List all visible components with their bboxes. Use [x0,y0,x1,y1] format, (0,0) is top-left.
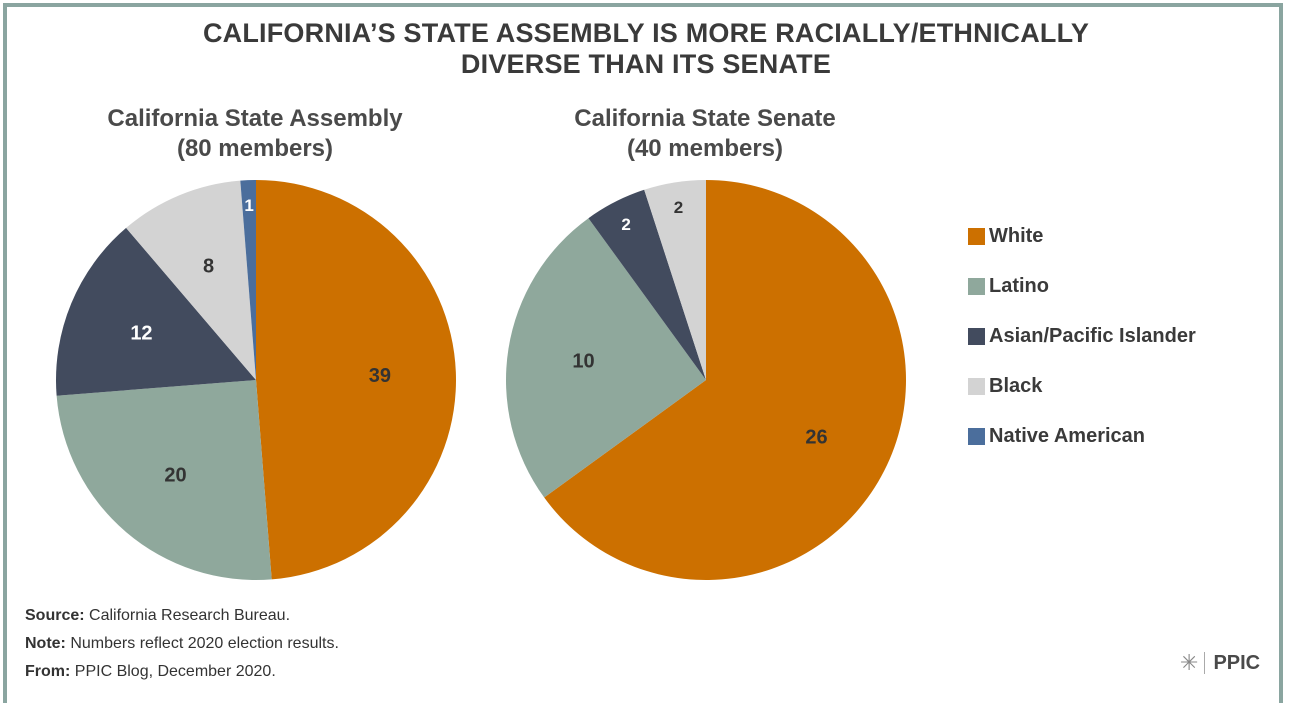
logo-divider [1204,652,1206,674]
senate-chart-title: California State Senate [574,105,836,132]
legend-label-native-american: Native American [989,424,1145,447]
title-line-2: DIVERSE THAN ITS SENATE [460,49,832,79]
legend-item-native-american: Native American [968,421,1196,451]
senate-slice-white [544,179,907,580]
legend-item-latino: Latino [968,271,1196,301]
legend-item-black: Black [968,371,1196,401]
assembly-slice-latino [56,380,272,581]
assembly-slice-black [126,180,257,380]
legend-label-black: Black [989,374,1043,397]
from-line: From: PPIC Blog, December 2020. [25,663,276,680]
assembly-label-asian-pacific-islander: 12 [130,323,152,345]
senate-slice-latino [505,218,706,498]
senate-label-white: 26 [805,426,827,448]
legend-item-white: White [968,221,1196,251]
senate-label-latino: 10 [572,351,594,373]
legend-label-asian-pacific-islander: Asian/Pacific Islander [989,324,1196,347]
chart-title: CALIFORNIA’S STATE ASSEMBLY IS MORE RACI… [0,18,1292,80]
senate-pie: 26 10 2 2 [505,179,907,580]
legend-label-white: White [989,224,1044,247]
legend-label-latino: Latino [989,274,1049,297]
legend-item-asian-pacific-islander: Asian/Pacific Islander [968,321,1196,351]
ppic-logo: ✳ PPIC [1180,650,1260,676]
assembly-chart-heading: California State Assembly (80 members) [55,104,455,164]
senate-chart-subtitle: (40 members) [626,135,784,162]
senate-label-black: 2 [674,198,683,217]
senate-slice-black [644,180,706,380]
legend-swatch-black [968,377,985,395]
assembly-label-latino: 20 [164,464,186,486]
logo-text: PPIC [1213,651,1261,674]
senate-chart-heading: California State Senate (40 members) [505,104,905,164]
chart-notes: Source: California Research Bureau. Note… [25,602,339,686]
assembly-label-white: 39 [369,365,391,387]
senate-slice-asian-pacific-islander [588,189,706,380]
title-line-1: CALIFORNIA’S STATE ASSEMBLY IS MORE RACI… [202,18,1090,48]
legend: White Latino Asian/Pacific Islander Blac… [968,221,1196,471]
assembly-label-native-american: 1 [244,196,253,215]
source-line: Source: California Research Bureau. [25,607,291,624]
note-line: Note: Numbers reflect 2020 election resu… [25,635,339,652]
assembly-slice-asian-pacific-islander [55,227,256,396]
assembly-slice-native-american [240,180,256,380]
starburst-icon: ✳ [1180,650,1199,675]
assembly-pie: 39 20 12 8 1 [55,180,457,581]
legend-swatch-native-american [968,427,985,445]
legend-swatch-asian-pacific-islander [968,327,985,345]
assembly-chart-title: California State Assembly [107,105,403,132]
senate-label-asian-pacific-islander: 2 [621,215,630,234]
legend-swatch-latino [968,277,985,295]
assembly-label-black: 8 [203,255,214,277]
assembly-slice-white [256,180,457,580]
chart-frame [3,3,1283,703]
assembly-chart-subtitle: (80 members) [176,135,334,162]
legend-swatch-white [968,227,985,245]
